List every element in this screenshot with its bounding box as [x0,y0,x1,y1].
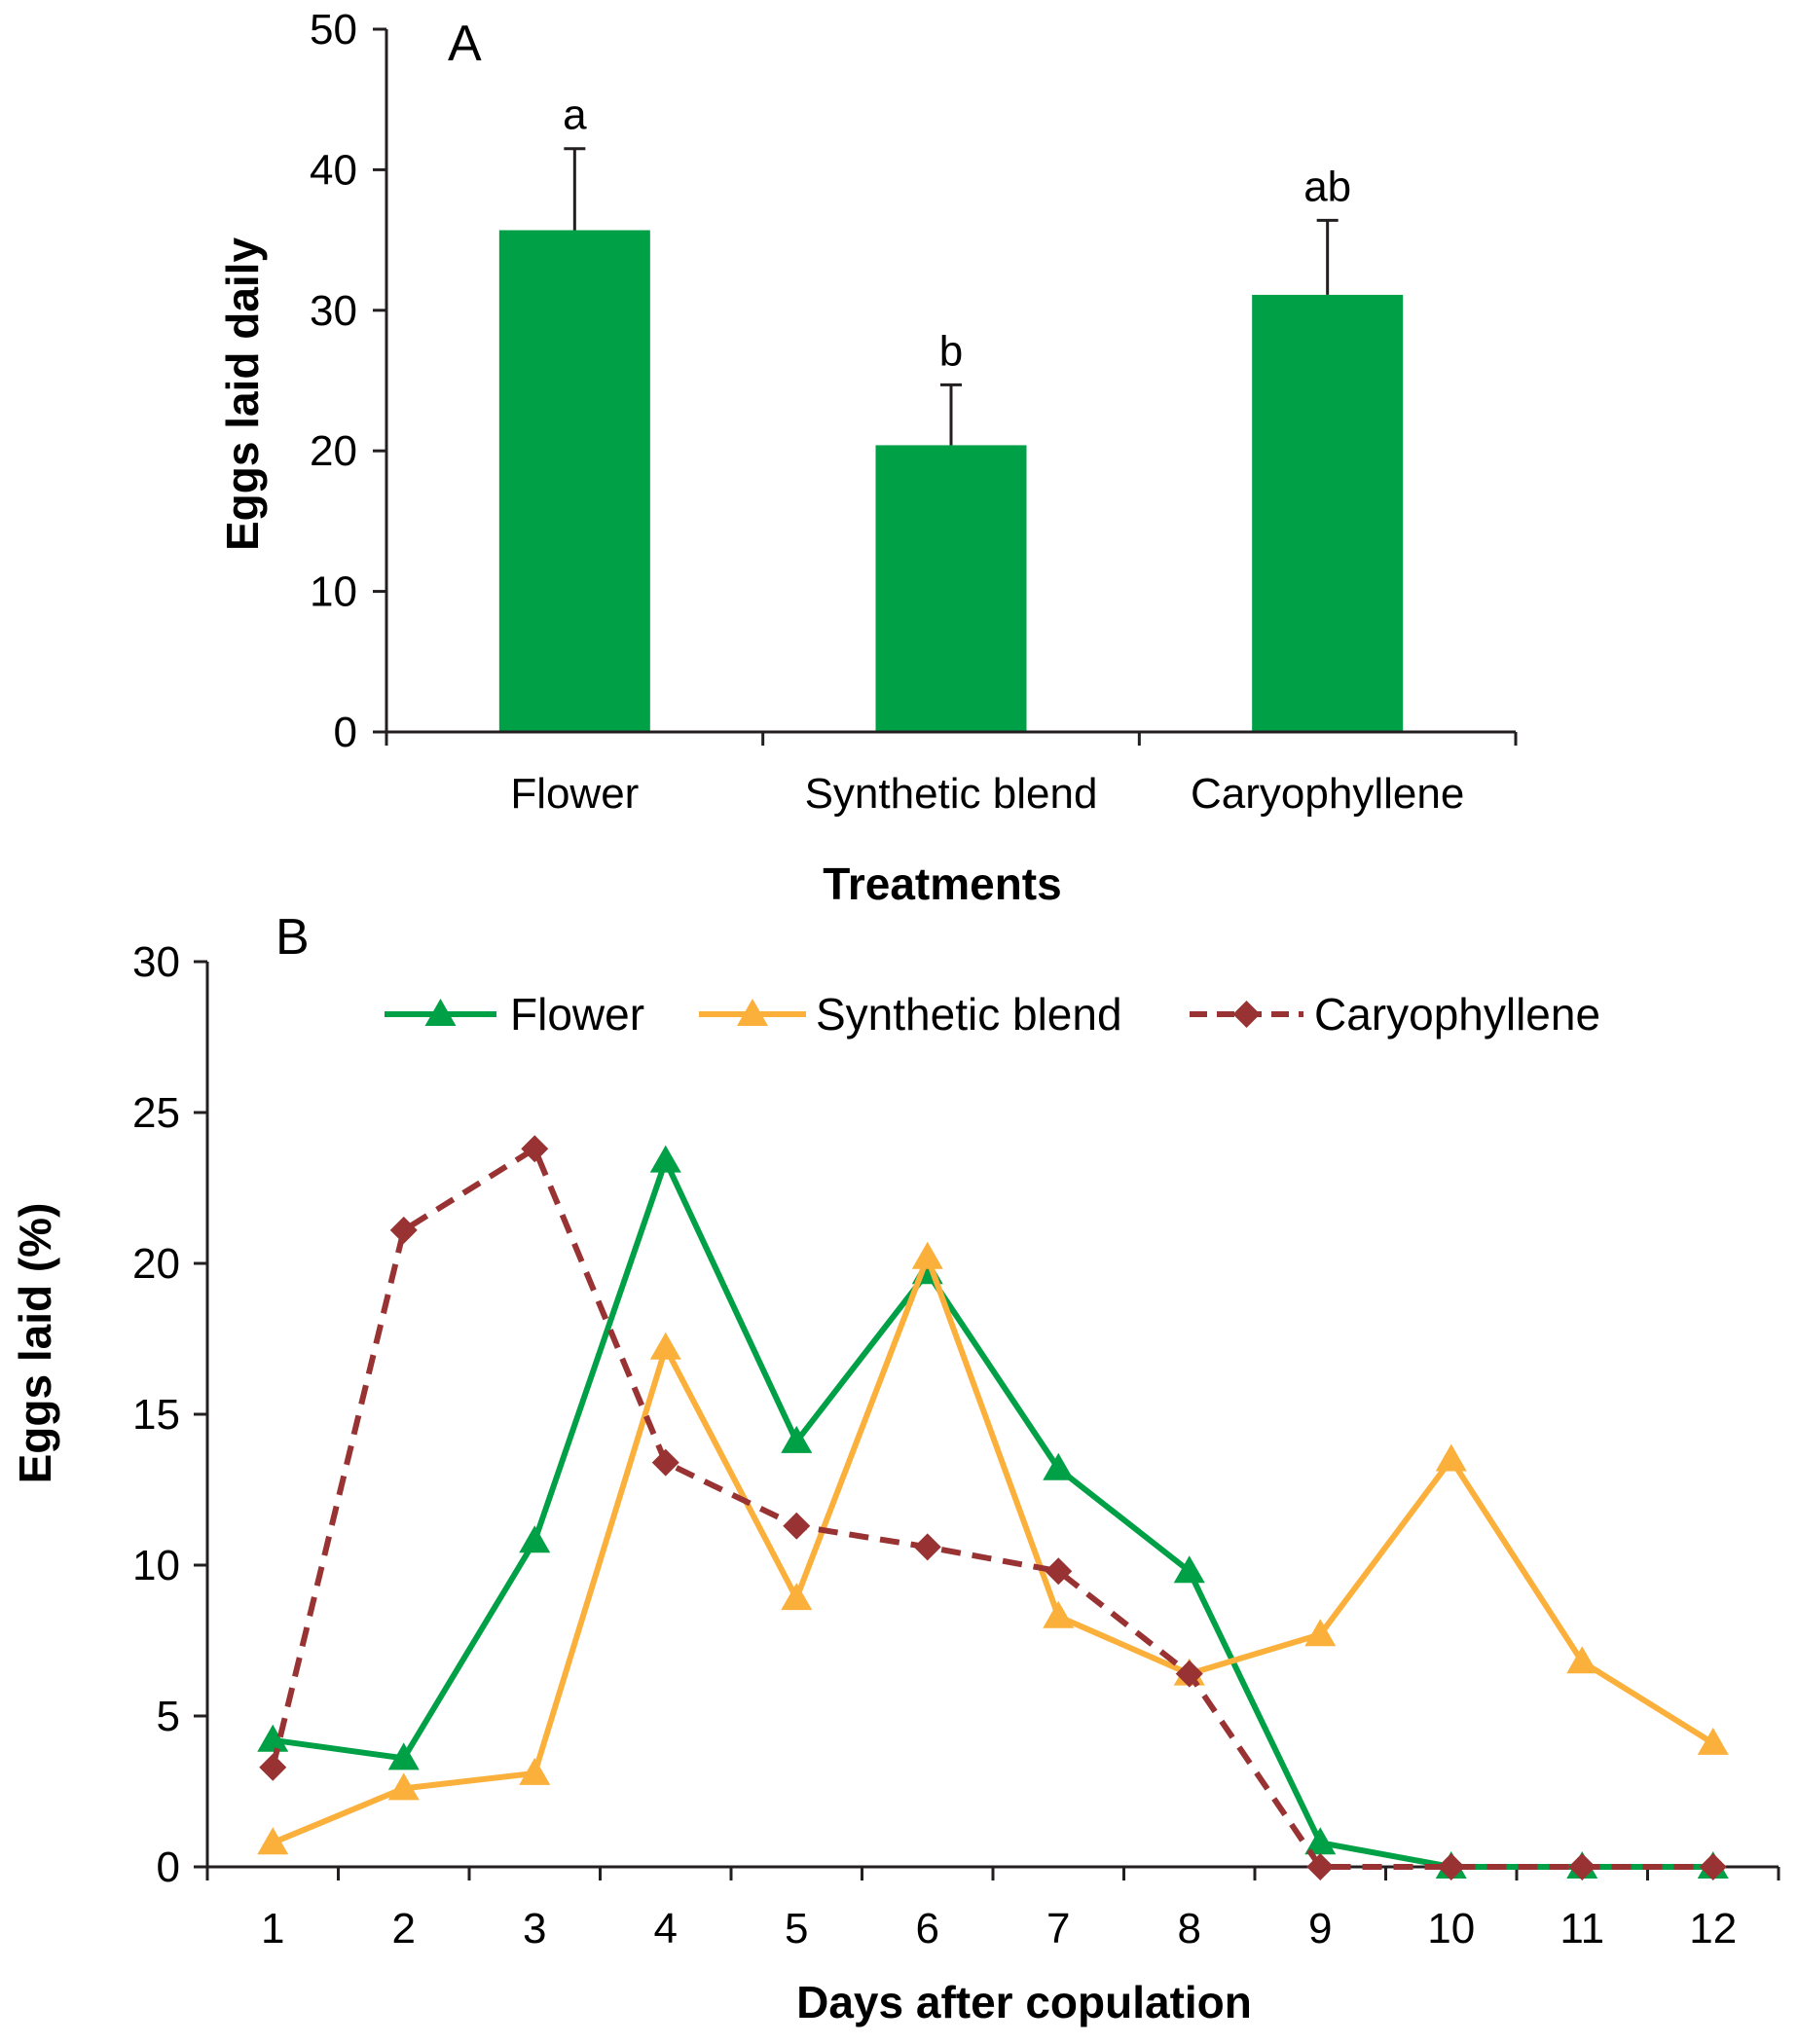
significance-label-caryophyllene: ab [1303,163,1351,210]
data-point-caryophyllene [913,1533,941,1561]
data-point-synthetic-blend [911,1241,943,1269]
panel-b-y-tick-label: 20 [132,1240,180,1288]
panel-a-x-tick-label-caryophyllene: Caryophyllene [1191,770,1464,818]
data-point-synthetic-blend [1697,1727,1729,1755]
series-flower [257,1145,1729,1879]
panel-b-x-tick-label: 2 [392,1905,416,1953]
data-point-flower [1173,1555,1205,1584]
series-line-caryophyllene [270,1146,1713,1870]
panel-b-x-tick-label: 12 [1689,1905,1737,1953]
data-point-caryophyllene [783,1512,811,1540]
series-line-flower [272,1157,1713,1870]
panel-b-x-tick-label: 9 [1308,1905,1332,1953]
panel-b-x-axis-title: Days after copulation [796,1977,1252,2027]
legend-label-flower: Flower [510,989,644,1040]
panel-b-y-tick-label: 10 [132,1542,180,1589]
panel-a-y-tick-label: 10 [310,568,357,616]
data-point-synthetic-blend [1435,1443,1467,1472]
panel-b-x-tick-label: 4 [654,1905,678,1953]
bar-flower [498,230,650,732]
data-point-caryophyllene [521,1135,549,1163]
panel-b-y-tick-label: 25 [132,1089,180,1137]
panel-b-x-tick-label: 6 [916,1905,939,1953]
data-point-caryophyllene [1437,1853,1465,1880]
data-point-caryophyllene [651,1448,679,1477]
data-point-caryophyllene [1568,1853,1596,1880]
data-point-flower [1043,1452,1075,1480]
panel-a-y-tick-label: 40 [310,146,357,194]
data-point-caryophyllene [389,1216,418,1244]
panel-b-y-tick-label: 5 [157,1693,180,1740]
panel-b-y-tick-label: 15 [132,1391,180,1439]
panel-a-y-tick-label: 20 [310,427,357,475]
data-point-synthetic-blend [387,1772,420,1801]
data-point-synthetic-blend [649,1332,681,1360]
data-point-caryophyllene [1699,1853,1727,1880]
legend-label-caryophyllene: Caryophyllene [1314,989,1600,1040]
data-point-caryophyllene [1175,1660,1203,1688]
legend-item-caryophyllene: Caryophyllene [1190,989,1600,1040]
panel-b-x-tick-label: 10 [1427,1905,1475,1953]
series-synthetic-blend [257,1241,1729,1855]
panel-a-label: A [448,16,482,72]
legend-marker-synthetic-blend [737,999,768,1026]
data-point-synthetic-blend [257,1827,289,1855]
data-point-flower [387,1742,420,1770]
panel-a-x-tick-label-synthetic-blend: Synthetic blend [805,770,1098,818]
data-point-synthetic-blend [1566,1646,1598,1674]
panel-a-y-axis-title: Eggs laid daily [217,237,268,552]
legend-label-synthetic-blend: Synthetic blend [816,989,1122,1040]
panel-b-y-tick-label: 0 [157,1843,180,1891]
panel-a-x-axis-title: Treatments [823,858,1061,909]
significance-label-synthetic-blend: b [939,327,963,375]
data-point-flower [781,1425,813,1453]
data-point-flower [257,1724,289,1752]
series-line-synthetic-blend [272,1254,1715,1845]
bar-caryophyllene [1252,294,1404,732]
panel-b-label: B [275,909,310,966]
panel-b-y-tick-label: 30 [132,938,180,986]
data-point-caryophyllene [1306,1853,1335,1880]
significance-label-flower: a [563,91,587,139]
panel-a-y-tick-label: 50 [310,6,357,54]
panel-a-y-tick-label: 30 [310,287,357,335]
panel-b-x-tick-label: 7 [1046,1905,1070,1953]
data-point-flower [1304,1827,1337,1855]
panel-b-x-tick-label: 8 [1178,1905,1201,1953]
panel-a-y-tick-label: 0 [334,709,357,756]
panel-b-x-tick-label: 1 [261,1905,284,1953]
legend-item-synthetic-blend: Synthetic blend [699,989,1122,1040]
series-caryophyllene [259,1135,1727,1880]
panel-b-x-tick-label: 11 [1559,1905,1604,1953]
data-point-flower [649,1145,681,1173]
panel-b-x-tick-label: 5 [785,1905,808,1953]
bar-synthetic-blend [875,445,1027,732]
panel-b-x-tick-label: 3 [523,1905,546,1953]
data-point-synthetic-blend [1043,1600,1075,1628]
data-point-caryophyllene [259,1753,287,1781]
panel-a-x-tick-label-flower: Flower [510,770,639,818]
panel-b-y-axis-title: Eggs laid (%) [10,1203,60,1484]
legend-marker-flower [424,999,457,1026]
data-point-synthetic-blend [1304,1619,1337,1647]
data-point-flower [519,1525,551,1553]
legend-item-flower: Flower [385,989,644,1040]
data-point-synthetic-blend [781,1583,813,1611]
legend-marker-caryophyllene [1232,1001,1261,1028]
data-point-synthetic-blend [519,1757,551,1785]
data-point-caryophyllene [1045,1557,1073,1586]
